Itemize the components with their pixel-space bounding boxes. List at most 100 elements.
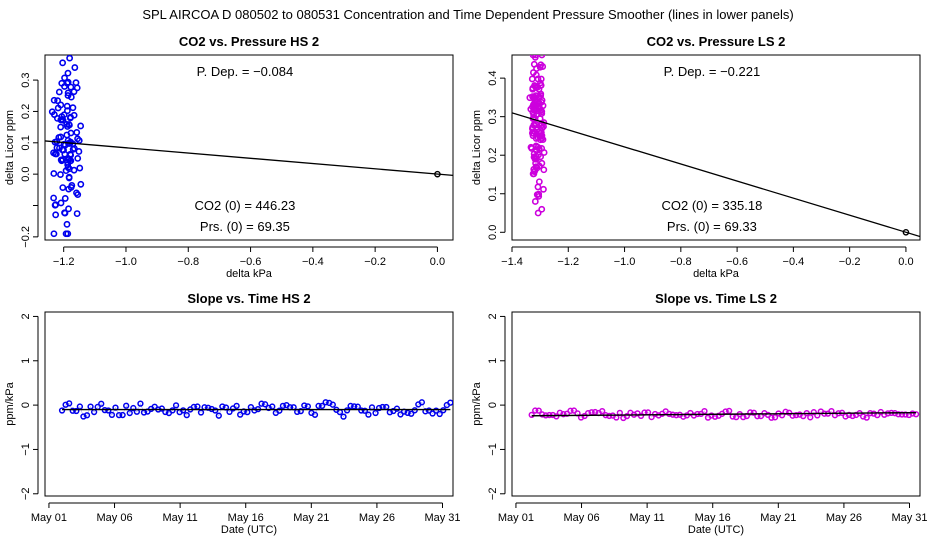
data-point bbox=[701, 407, 708, 415]
y-tick-label: −1 bbox=[20, 443, 32, 456]
data-point bbox=[408, 410, 415, 417]
data-point bbox=[68, 182, 76, 189]
x-tick-label: May 31 bbox=[891, 512, 927, 524]
plot-area bbox=[58, 399, 453, 420]
data-point bbox=[59, 184, 67, 192]
data-point bbox=[606, 412, 613, 420]
panel-title: Slope vs. Time HS 2 bbox=[187, 291, 310, 306]
data-point bbox=[66, 55, 74, 62]
data-point bbox=[553, 413, 560, 420]
x-tick-label: −1.0 bbox=[614, 256, 636, 268]
data-point bbox=[909, 410, 916, 417]
y-tick-label: −2 bbox=[20, 488, 32, 501]
data-point bbox=[50, 170, 58, 177]
data-point bbox=[372, 409, 379, 417]
x-tick-label: −1.0 bbox=[115, 256, 137, 268]
x-tick-label: −0.2 bbox=[364, 256, 386, 268]
data-point bbox=[807, 414, 814, 421]
data-point bbox=[530, 114, 538, 122]
data-point bbox=[304, 403, 312, 410]
data-point bbox=[311, 411, 319, 418]
x-tick-label: May 16 bbox=[228, 512, 264, 524]
data-point bbox=[531, 82, 538, 89]
pressure-intercept-label: Prs. (0) = 69.33 bbox=[667, 219, 757, 234]
data-point bbox=[537, 129, 545, 136]
data-point bbox=[297, 407, 304, 415]
data-point bbox=[123, 402, 130, 409]
panel-title: CO2 vs. Pressure HS 2 bbox=[179, 34, 319, 49]
y-tick-label: 0.1 bbox=[487, 186, 499, 201]
data-point bbox=[75, 148, 83, 155]
data-point bbox=[535, 102, 543, 110]
data-point bbox=[64, 89, 72, 97]
x-axis-label: delta kPa bbox=[693, 268, 740, 280]
data-point bbox=[529, 69, 537, 76]
data-point bbox=[340, 413, 347, 420]
data-point bbox=[64, 69, 72, 77]
data-point bbox=[567, 407, 574, 414]
data-point bbox=[65, 173, 73, 181]
data-point bbox=[534, 143, 542, 151]
x-tick-label: −1.4 bbox=[501, 256, 523, 268]
data-point bbox=[50, 194, 58, 202]
panel-ls-pressure: CO2 vs. Pressure LS 2 −1.4 −1.2 −1.0 −0.8 −0.… bbox=[471, 34, 921, 280]
x-tick-label: May 06 bbox=[96, 512, 132, 524]
data-point bbox=[535, 192, 543, 200]
data-point bbox=[69, 104, 77, 112]
data-point bbox=[55, 134, 63, 141]
pressure-intercept-label: Prs. (0) = 69.35 bbox=[200, 219, 290, 234]
data-point bbox=[59, 116, 67, 124]
data-point bbox=[58, 407, 66, 414]
x-tick-label: May 01 bbox=[31, 512, 67, 524]
data-point bbox=[860, 413, 867, 420]
panels: CO2 vs. Pressure HS 2 −1.2 −1.0 −0.8 −0.6 −0.… bbox=[4, 34, 928, 536]
data-point bbox=[404, 409, 411, 417]
x-tick-label: 0.0 bbox=[430, 256, 445, 268]
y-tick-label: 0.2 bbox=[20, 104, 32, 119]
data-point bbox=[279, 402, 287, 410]
data-point bbox=[322, 399, 329, 406]
y-tick-label: 0.2 bbox=[487, 148, 499, 163]
data-point bbox=[351, 403, 358, 410]
data-point bbox=[768, 414, 775, 421]
data-point bbox=[261, 401, 269, 408]
data-point bbox=[810, 409, 817, 416]
data-point bbox=[233, 402, 240, 410]
y-tick-label: 0.0 bbox=[487, 225, 499, 240]
figure-title: SPL AIRCOA D 080502 to 080531 Concentrat… bbox=[142, 7, 793, 22]
data-point bbox=[63, 220, 71, 228]
data-point bbox=[137, 400, 144, 407]
data-point bbox=[533, 155, 540, 163]
data-point bbox=[50, 230, 58, 238]
data-point bbox=[538, 55, 546, 59]
data-point bbox=[57, 123, 65, 131]
data-point bbox=[538, 159, 546, 167]
data-point bbox=[52, 201, 60, 209]
data-point bbox=[530, 111, 538, 119]
panel-hs-slope: Slope vs. Time HS 2 May 01 May 06 May 11 May… bbox=[4, 291, 461, 536]
data-point bbox=[158, 405, 165, 412]
data-point bbox=[212, 407, 219, 414]
y-tick-label: 0.1 bbox=[20, 135, 32, 150]
data-point bbox=[119, 411, 126, 419]
data-point bbox=[130, 404, 137, 412]
data-point bbox=[73, 189, 80, 197]
data-point bbox=[67, 93, 75, 101]
y-axis-label: ppm/kPa bbox=[4, 381, 16, 425]
x-tick-label: −0.4 bbox=[302, 256, 324, 268]
data-point bbox=[57, 171, 64, 178]
data-point bbox=[52, 211, 60, 219]
data-point bbox=[365, 411, 372, 418]
x-tick-label: May 11 bbox=[162, 512, 197, 524]
pressure-dependence-label: P. Dep. = −0.221 bbox=[664, 64, 761, 79]
data-point bbox=[237, 411, 244, 418]
data-point bbox=[77, 122, 85, 130]
data-point bbox=[74, 155, 82, 162]
data-point bbox=[599, 407, 606, 415]
data-point bbox=[98, 400, 105, 407]
data-point bbox=[537, 90, 545, 98]
data-point bbox=[771, 414, 779, 421]
plot-frame bbox=[511, 311, 921, 497]
data-point bbox=[54, 97, 62, 105]
data-point bbox=[425, 407, 433, 414]
